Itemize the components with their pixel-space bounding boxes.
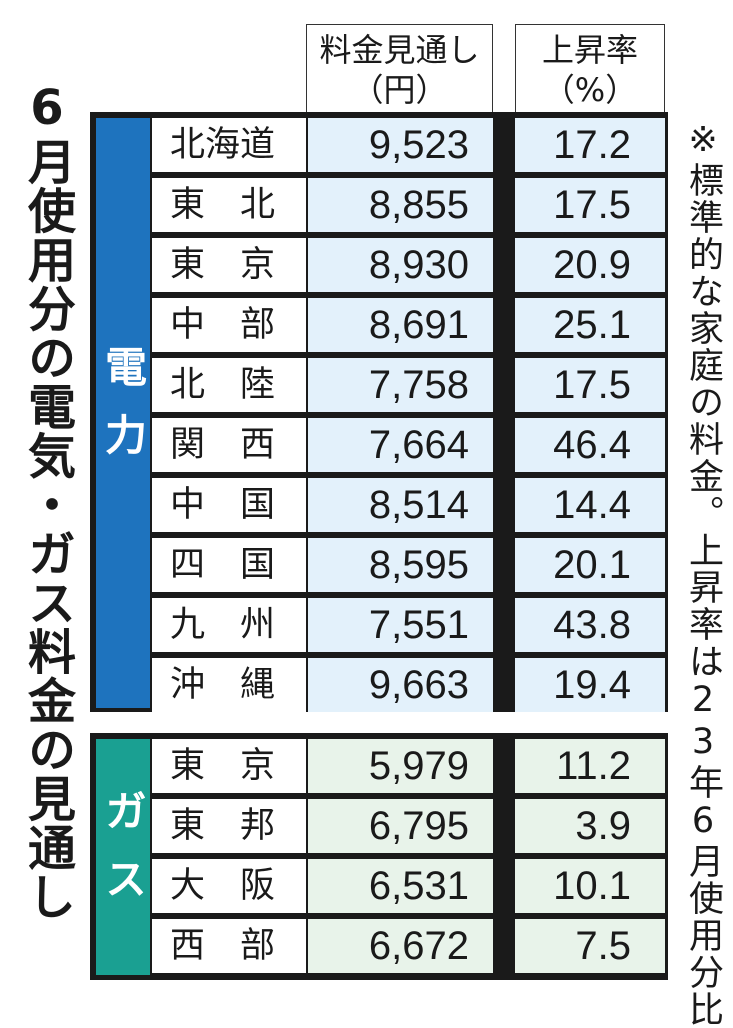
company-name: 中 部 bbox=[152, 298, 306, 352]
table-row: 北海道 9,523 17.2 bbox=[152, 118, 668, 172]
price-value: 9,523 bbox=[308, 118, 493, 172]
price-value: 7,758 bbox=[308, 358, 493, 412]
rate-value: 17.2 bbox=[515, 118, 665, 172]
company-name: 東 京 bbox=[152, 238, 306, 292]
company-name: 大 阪 bbox=[152, 859, 306, 913]
price-value: 5,979 bbox=[308, 739, 493, 793]
rate-value: 25.1 bbox=[515, 298, 665, 352]
rate-header-label: 上昇率 （%） bbox=[541, 30, 638, 109]
price-header-label: 料金見通し （円） bbox=[319, 30, 480, 109]
company-name: 東 邦 bbox=[152, 799, 306, 853]
rate-value: 43.8 bbox=[515, 598, 665, 652]
rate-value: 7.5 bbox=[515, 919, 665, 973]
rate-value: 3.9 bbox=[515, 799, 665, 853]
company-name: 沖 縄 bbox=[152, 658, 306, 712]
rate-value: 17.5 bbox=[515, 358, 665, 412]
table-row: 中 国 8,514 14.4 bbox=[152, 478, 668, 532]
table-row: 西 部 6,672 7.5 bbox=[152, 919, 668, 973]
company-name: 東 北 bbox=[152, 178, 306, 232]
rate-value: 20.1 bbox=[515, 538, 665, 592]
rate-value: 10.1 bbox=[515, 859, 665, 913]
price-value: 6,672 bbox=[308, 919, 493, 973]
rate-value: 20.9 bbox=[515, 238, 665, 292]
price-value: 7,551 bbox=[308, 598, 493, 652]
rate-value: 14.4 bbox=[515, 478, 665, 532]
company-name: 北海道 bbox=[152, 118, 306, 172]
company-name: 西 部 bbox=[152, 919, 306, 973]
price-value: 7,664 bbox=[308, 418, 493, 472]
rate-value: 17.5 bbox=[515, 178, 665, 232]
company-name: 四 国 bbox=[152, 538, 306, 592]
table-row: 東 邦 6,795 3.9 bbox=[152, 799, 668, 853]
company-name: 中 国 bbox=[152, 478, 306, 532]
price-value: 6,531 bbox=[308, 859, 493, 913]
gas-group-label: ガス bbox=[96, 739, 150, 975]
price-value: 6,795 bbox=[308, 799, 493, 853]
table-row: 中 部 8,691 25.1 bbox=[152, 298, 668, 352]
company-name: 関 西 bbox=[152, 418, 306, 472]
rate-column-header: 上昇率 （%） bbox=[515, 24, 665, 114]
chart-title: 6月使用分の電気・ガス料金の見通し bbox=[19, 79, 75, 921]
table-row: 関 西 7,664 46.4 bbox=[152, 418, 668, 472]
rate-value: 19.4 bbox=[515, 658, 665, 712]
table-row: 九 州 7,551 43.8 bbox=[152, 598, 668, 652]
price-value: 8,930 bbox=[308, 238, 493, 292]
price-value: 8,855 bbox=[308, 178, 493, 232]
price-value: 8,514 bbox=[308, 478, 493, 532]
table-row: 北 陸 7,758 17.5 bbox=[152, 358, 668, 412]
table-row: 東 京 8,930 20.9 bbox=[152, 238, 668, 292]
rate-value: 46.4 bbox=[515, 418, 665, 472]
table-row: 東 北 8,855 17.5 bbox=[152, 178, 668, 232]
table-row: 沖 縄 9,663 19.4 bbox=[152, 658, 668, 712]
table-row: 大 阪 6,531 10.1 bbox=[152, 859, 668, 913]
price-value: 8,691 bbox=[308, 298, 493, 352]
table-row: 東 京 5,979 11.2 bbox=[152, 739, 668, 793]
table-row: 四 国 8,595 20.1 bbox=[152, 538, 668, 592]
company-name: 北 陸 bbox=[152, 358, 306, 412]
company-name: 東 京 bbox=[152, 739, 306, 793]
company-name: 九 州 bbox=[152, 598, 306, 652]
price-column-header: 料金見通し （円） bbox=[306, 24, 493, 114]
price-value: 8,595 bbox=[308, 538, 493, 592]
footnote: ※標準的な家庭の料金。上昇率は23年6月使用分比 bbox=[683, 120, 723, 1028]
price-value: 9,663 bbox=[308, 658, 493, 712]
electric-group-label: 電力 bbox=[96, 118, 150, 708]
rate-value: 11.2 bbox=[515, 739, 665, 793]
